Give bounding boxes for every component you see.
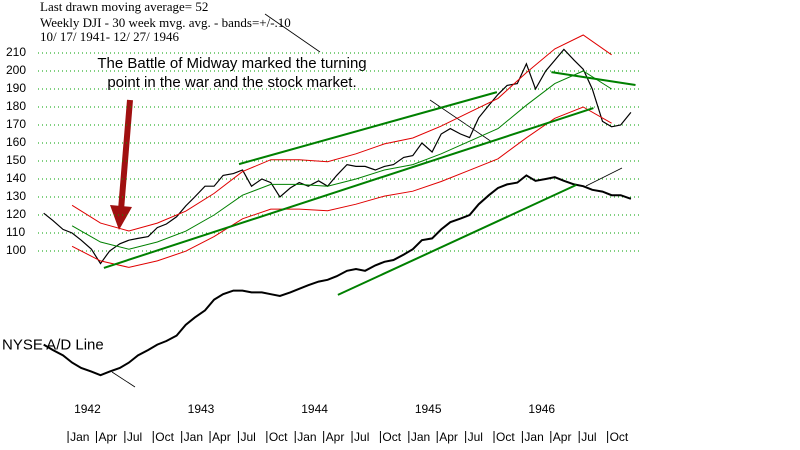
- x-tick-label: Apr: [553, 430, 572, 444]
- x-tick-label: Jul: [581, 430, 596, 444]
- x-tick-label: Apr: [98, 430, 117, 444]
- x-tick-label: Oct: [610, 430, 629, 444]
- trendline: [337, 183, 577, 296]
- price-line: [71, 106, 612, 268]
- x-tick-label: Apr: [439, 430, 458, 444]
- x-tick-label: Jul: [354, 430, 369, 444]
- trendline: [103, 107, 594, 269]
- x-tick-label: Oct: [155, 430, 174, 444]
- y-tick-label: 120: [6, 207, 26, 221]
- pointer-line: [585, 167, 623, 187]
- price-line: [71, 70, 612, 250]
- year-label: 1945: [415, 402, 442, 416]
- x-tick-label: Oct: [382, 430, 401, 444]
- year-label: 1942: [74, 402, 101, 416]
- trendline: [551, 71, 636, 86]
- x-tick-label: Jan: [297, 430, 316, 444]
- y-tick-label: 140: [6, 171, 26, 185]
- x-tick-label: Jan: [411, 430, 430, 444]
- y-tick-label: 190: [6, 81, 26, 95]
- x-tick-label: Jul: [127, 430, 142, 444]
- x-tick-label: Jan: [70, 430, 89, 444]
- x-tick-label: Apr: [212, 430, 231, 444]
- y-tick-label: 170: [6, 117, 26, 131]
- ad-line: [43, 174, 632, 377]
- header-line: Last drawn moving average= 52: [40, 0, 208, 14]
- pointer-line: [264, 13, 321, 53]
- y-tick-label: 100: [6, 243, 26, 257]
- y-tick-label: 210: [6, 45, 26, 59]
- trendline: [238, 91, 498, 166]
- year-label: 1944: [301, 402, 328, 416]
- y-tick-label: 200: [6, 63, 26, 77]
- x-tick-label: Jul: [468, 430, 483, 444]
- x-tick-label: Jan: [184, 430, 203, 444]
- price-line: [71, 34, 612, 232]
- series-label: NYSE A/D Line: [2, 337, 104, 354]
- x-tick-label: Jul: [240, 430, 255, 444]
- header-line: Weekly DJI - 30 week mvg. avg. - bands=+…: [40, 15, 291, 30]
- y-tick-label: 180: [6, 99, 26, 113]
- year-label: 1946: [528, 402, 555, 416]
- arrow-head: [110, 205, 132, 230]
- annotation: point in the war and the stock market.: [107, 74, 356, 91]
- x-tick-label: Oct: [269, 430, 288, 444]
- pointer-line: [111, 371, 136, 388]
- year-label: 1943: [188, 402, 215, 416]
- arrow-shaft: [118, 99, 133, 211]
- y-tick-label: 150: [6, 153, 26, 167]
- price-line: [43, 48, 632, 265]
- annotation: The Battle of Midway marked the turning: [97, 55, 366, 72]
- x-tick-label: Jan: [524, 430, 543, 444]
- y-tick-label: 160: [6, 135, 26, 149]
- x-tick-label: Apr: [326, 430, 345, 444]
- x-tick-label: Oct: [496, 430, 515, 444]
- midway-arrow: [110, 99, 133, 230]
- y-tick-label: 110: [6, 225, 25, 239]
- y-tick-label: 130: [6, 189, 26, 203]
- header-line: 10/ 17/ 1941- 12/ 27/ 1946: [40, 29, 180, 44]
